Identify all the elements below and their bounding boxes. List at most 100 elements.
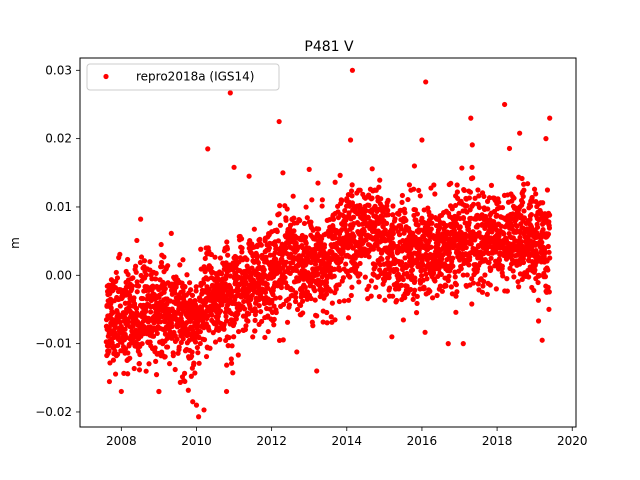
data-point [261, 267, 267, 273]
data-point [356, 279, 362, 285]
data-point [276, 118, 282, 125]
data-point [408, 286, 414, 293]
data-point [376, 293, 382, 300]
data-point [521, 215, 528, 221]
data-point [396, 211, 402, 217]
data-point [405, 196, 411, 203]
data-point [197, 340, 203, 347]
data-point [399, 192, 405, 199]
data-point [403, 217, 409, 223]
data-point [376, 184, 382, 190]
data-point [203, 353, 210, 360]
data-point [533, 191, 539, 197]
data-point [496, 257, 503, 263]
data-point [500, 273, 506, 279]
data-point [396, 232, 403, 238]
data-point [216, 276, 222, 283]
data-point [219, 302, 225, 308]
data-point [312, 288, 318, 294]
data-point [188, 287, 194, 293]
data-point [357, 271, 363, 277]
data-point [395, 271, 401, 277]
data-point [239, 245, 245, 251]
data-point [546, 306, 552, 312]
data-point [291, 215, 297, 221]
data-point [348, 292, 354, 299]
data-point [546, 225, 553, 231]
data-point [297, 217, 303, 224]
data-point [332, 317, 338, 323]
data-point [122, 326, 128, 332]
x-tick-label: 2008 [106, 434, 137, 448]
data-point [329, 300, 335, 306]
data-point [241, 306, 248, 312]
data-point [286, 302, 293, 308]
data-point [182, 378, 188, 385]
data-point [117, 319, 123, 325]
data-point [349, 284, 355, 290]
data-point [277, 295, 283, 301]
data-point [212, 339, 219, 345]
data-point [398, 226, 404, 232]
data-point [189, 349, 195, 355]
data-point [453, 293, 459, 299]
data-point [201, 407, 207, 413]
data-point [511, 195, 517, 201]
data-point [228, 360, 235, 366]
data-point [278, 284, 285, 291]
data-point [481, 278, 487, 285]
data-point [346, 297, 352, 303]
data-point [429, 220, 435, 226]
data-point [469, 142, 475, 148]
data-point [466, 195, 473, 201]
data-point [162, 354, 168, 360]
data-point [117, 251, 123, 257]
data-point [469, 164, 475, 170]
data-point [140, 295, 146, 302]
data-point [452, 274, 458, 280]
data-point [414, 211, 421, 217]
data-point [534, 224, 541, 230]
data-point [453, 282, 459, 288]
data-point [174, 336, 180, 342]
data-point [189, 292, 196, 298]
data-point [366, 202, 372, 208]
data-point [349, 67, 356, 73]
data-point [466, 262, 472, 268]
data-point [546, 212, 553, 218]
data-point [236, 259, 242, 265]
data-point [182, 284, 188, 290]
data-points-group [103, 67, 553, 420]
data-point [206, 327, 212, 333]
data-point [131, 295, 137, 301]
data-point [521, 181, 527, 187]
data-point [336, 298, 342, 305]
data-point [400, 317, 406, 323]
data-point [293, 290, 299, 296]
data-point [454, 289, 460, 295]
data-point [362, 274, 368, 280]
data-point [520, 256, 526, 262]
data-point [321, 242, 328, 248]
data-point [459, 165, 465, 171]
data-point [445, 278, 451, 284]
data-point [299, 298, 306, 304]
data-point [294, 306, 301, 313]
data-point [308, 219, 314, 225]
data-point [425, 205, 431, 211]
data-point [376, 220, 382, 226]
x-tick-label: 2010 [181, 434, 212, 448]
x-axis-ticks: 2008 2010 2012 2014 2016 2018 2020 [106, 427, 588, 448]
data-point [228, 356, 234, 362]
data-point [467, 254, 473, 260]
data-point [162, 286, 168, 292]
data-point [496, 199, 502, 205]
data-point [291, 228, 297, 234]
data-point [302, 284, 308, 290]
data-point [107, 360, 113, 366]
data-point [476, 193, 482, 199]
data-point [121, 370, 127, 376]
y-tick-label: 0.00 [45, 268, 72, 282]
data-point [225, 343, 231, 349]
data-point [196, 414, 202, 420]
